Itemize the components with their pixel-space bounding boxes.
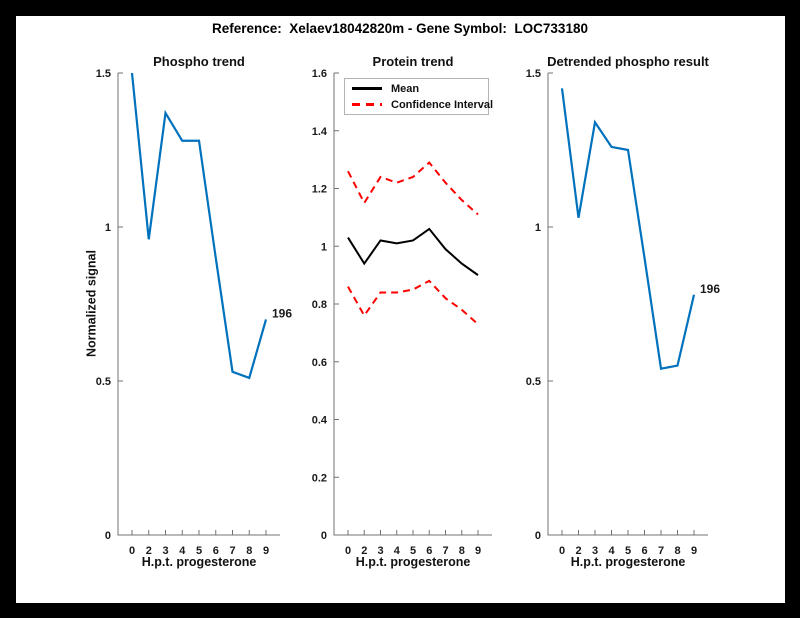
confidence-interval-line-swatch: [352, 103, 382, 106]
series-line-confidence-interval-lower: [347, 279, 479, 325]
y-tick-label: 1: [535, 222, 541, 234]
legend-box: Mean Confidence Interval: [344, 78, 493, 115]
y-tick-label: 0.8: [312, 299, 327, 311]
x-tick-label: 6: [426, 545, 432, 557]
x-tick-label: 8: [246, 545, 252, 557]
x-tick-label: 5: [410, 545, 416, 557]
subplot1-title: Phospho trend: [153, 54, 245, 69]
subplot3-title: Detrended phospho result: [547, 54, 709, 69]
y-tick-label: 0.4: [312, 415, 328, 427]
y-tick-label: 0.5: [96, 376, 111, 388]
y-tick-label: 1: [321, 241, 327, 253]
subplot2-x-axis-label: H.p.t. progesterone: [355, 555, 471, 569]
legend-row-ci: Confidence Interval: [352, 99, 493, 111]
y-tick-label: 0: [535, 530, 541, 542]
x-tick-label: 8: [459, 545, 465, 557]
series-line-confidence-interval-upper: [347, 161, 479, 216]
x-tick-label: 4: [179, 545, 186, 557]
y-tick-label: 0: [105, 530, 111, 542]
axis-lines: [547, 73, 708, 536]
subplot2-title: Protein trend: [372, 54, 454, 69]
x-tick-label: 2: [361, 545, 367, 557]
x-tick-label: 3: [162, 545, 168, 557]
y-tick-label: 1.4: [312, 126, 328, 138]
legend-row-mean: Mean: [352, 83, 488, 95]
x-tick-label: 4: [608, 545, 615, 557]
y-tick-label: 0.2: [312, 472, 327, 484]
subplot1-x-axis-label: H.p.t. progesterone: [141, 555, 257, 569]
x-tick-label: 5: [196, 545, 202, 557]
y-tick-label: 1.2: [312, 184, 327, 196]
x-tick-label: 9: [263, 545, 269, 557]
x-tick-label: 0: [559, 545, 565, 557]
x-tick-label: 8: [674, 545, 680, 557]
x-tick-label: 0: [129, 545, 135, 557]
x-tick-label: 5: [625, 545, 631, 557]
annotation-label: 196: [272, 306, 292, 320]
x-tick-label: 6: [213, 545, 219, 557]
x-tick-label: 7: [442, 545, 448, 557]
x-tick-label: 6: [641, 545, 647, 557]
figure-title: Reference: Xelaev18042820m - Gene Symbol…: [212, 21, 588, 36]
x-tick-label: 9: [475, 545, 481, 557]
y-tick-label: 0.5: [526, 376, 541, 388]
x-tick-label: 3: [592, 545, 598, 557]
legend-label-ci: Confidence Interval: [391, 98, 494, 111]
y-tick-label: 1.6: [312, 68, 327, 80]
y-tick-label: 1: [105, 222, 111, 234]
series-line-mean: [347, 227, 479, 276]
axis-lines: [333, 73, 492, 536]
subplot3-x-axis-label: H.p.t. progesterone: [570, 555, 686, 569]
legend-label-mean: Mean: [391, 82, 420, 95]
y-tick-label: 0.6: [312, 357, 327, 369]
x-tick-label: 2: [146, 545, 152, 557]
x-tick-label: 7: [229, 545, 235, 557]
y-tick-label: 0: [321, 530, 327, 542]
x-tick-label: 4: [394, 545, 401, 557]
x-tick-label: 2: [575, 545, 581, 557]
x-tick-label: 9: [691, 545, 697, 557]
series-line-phospho-signal: [130, 72, 268, 380]
x-tick-label: 3: [377, 545, 383, 557]
mean-line-swatch: [352, 87, 382, 90]
series-line-detrended-phospho-signal: [560, 88, 696, 370]
x-tick-label: 0: [345, 545, 351, 557]
y-tick-label: 1.5: [96, 68, 111, 80]
y-tick-label: 1.5: [526, 68, 541, 80]
annotation-label: 196: [700, 282, 720, 296]
x-tick-label: 7: [658, 545, 664, 557]
